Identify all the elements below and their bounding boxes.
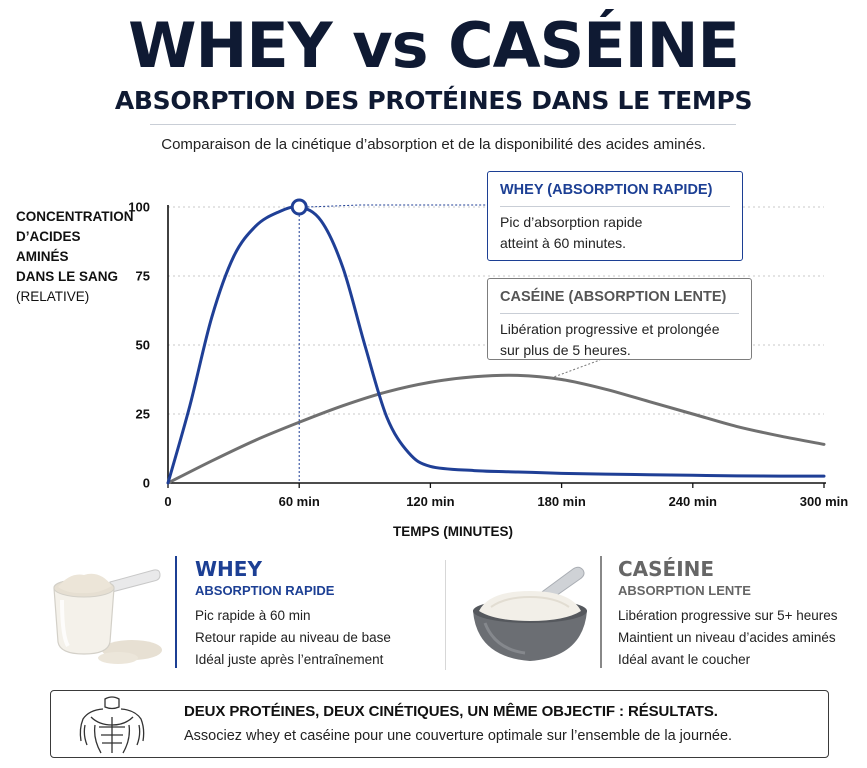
whey-point: Pic rapide à 60 min [195,608,311,623]
caseine-point: Libération progressive sur 5+ heures [618,608,838,623]
y-axis-label-line: CONCENTRATION [16,209,134,224]
caseine-callout: CASÉINE (ABSORPTION LENTE) Libération pr… [487,278,752,360]
caseine-callout-leader [550,359,601,379]
caseine-subtitle: ABSORPTION LENTE [618,583,751,598]
footer-text: Associez whey et caséine pour une couver… [184,728,733,744]
x-tick-label: 300 min [800,494,848,509]
whey-subtitle: ABSORPTION RAPIDE [195,583,335,598]
whey-peak-marker [290,198,308,216]
x-tick-label: 60 min [279,494,320,509]
chart-axes [167,205,826,484]
x-axis-ticks: 0 60 min 120 min 180 min 240 min 300 min [164,483,848,509]
y-axis-label-line: DANS LE SANG [16,269,119,284]
caseine-point: Maintient un niveau d’acides aminés [618,630,836,645]
chart-series [166,205,826,485]
caseine-callout-title: CASÉINE (ABSORPTION LENTE) [500,289,727,305]
whey-callout-line: atteint à 60 minutes. [500,235,627,251]
page-title: WHEY vs CASÉINE [128,9,740,82]
y-tick-label: 50 [136,338,150,353]
caseine-point: Idéal avant le coucher [618,652,751,667]
y-tick-label: 75 [136,269,150,284]
y-tick-label: 0 [143,476,150,491]
whey-callout-divider [500,206,730,207]
whey-callout-line: Pic d’absorption rapide [500,214,643,230]
whey-name: WHEY [195,557,262,581]
x-tick-label: 120 min [406,494,454,509]
y-axis-label: CONCENTRATION D’ACIDES AMINÉS DANS LE SA… [16,207,136,307]
caseine-summary: CASÉINE ABSORPTION LENTE Libération prog… [618,556,838,671]
whey-point: Retour rapide au niveau de base [195,630,391,645]
whey-summary: WHEY ABSORPTION RAPIDE Pic rapide à 60 m… [195,556,391,671]
x-tick-label: 240 min [669,494,717,509]
caseine-name: CASÉINE [618,557,715,581]
whey-callout: WHEY (ABSORPTION RAPIDE) Pic d’absorptio… [487,171,743,261]
caseine-callout-line: sur plus de 5 heures. [500,342,631,358]
whey-accent-bar [175,556,177,668]
intro-text: Comparaison de la cinétique d’absorption… [161,136,706,153]
y-axis-ticks: 0 25 50 75 100 [128,200,150,491]
footer-headline: DEUX PROTÉINES, DEUX CINÉTIQUES, UN MÊME… [184,703,718,720]
torso-icon [79,696,145,754]
caseine-callout-line: Libération progressive et prolongée [500,321,720,337]
page-subtitle: ABSORPTION DES PROTÉINES DANS LE TEMPS [114,86,753,115]
whey-point: Idéal juste après l’entraînement [195,652,384,667]
footer-banner: DEUX PROTÉINES, DEUX CINÉTIQUES, UN MÊME… [50,690,829,758]
products-divider [445,560,446,670]
y-axis-unit: (RELATIVE) [16,289,90,304]
caseine-accent-bar [600,556,602,668]
whey-callout-leader [307,204,487,208]
whey-scoop-image [53,569,162,664]
x-tick-label: 0 [164,494,171,509]
caseine-curve [166,373,826,485]
y-axis-label-line: D’ACIDES AMINÉS [16,229,81,264]
y-tick-label: 25 [136,407,150,422]
y-tick-label: 100 [128,200,150,215]
x-tick-label: 180 min [537,494,585,509]
whey-curve [166,205,826,485]
whey-callout-title: WHEY (ABSORPTION RAPIDE) [500,182,713,198]
caseine-bowl-image [473,566,587,661]
header-divider [150,124,736,125]
x-axis-label: TEMPS (MINUTES) [393,524,513,539]
caseine-callout-divider [500,313,739,314]
chart-annotations [290,198,601,483]
